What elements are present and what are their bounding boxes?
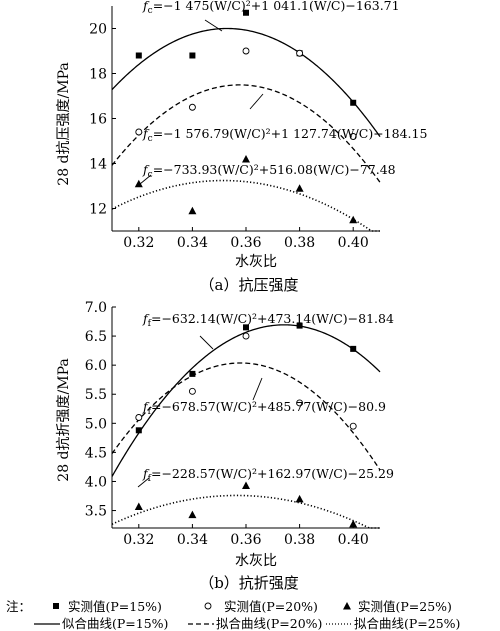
- panel-a-point-triangle: [188, 206, 197, 215]
- panel-b-point-square: [189, 370, 196, 377]
- panel-b-ytick-label: 4.0: [85, 474, 107, 490]
- panel-a-xtick-label: 0.34: [177, 235, 208, 251]
- panel-a-compressive: 28 d抗压强度/MPa 水灰比 （a）抗压强度 12 14 16 18 20 0.32 0…: [56, 0, 427, 294]
- panel-a-ytick-label: 16: [89, 112, 107, 128]
- panel-a-xtick-label: 0.32: [123, 235, 154, 251]
- panel-b-ytick-label: 6.0: [85, 358, 107, 374]
- panel-b-point-circle: [349, 422, 357, 430]
- panel-a-xlabel: 水灰比: [235, 254, 277, 270]
- panel-a-xtick-label: 0.38: [284, 235, 315, 251]
- panel-b-point-square: [135, 427, 142, 434]
- panel-a-point-square: [243, 9, 249, 16]
- panel-a-equation-1: fc=−1 475(W/C)²+1 041.1(W/C)−163.71: [142, 0, 400, 16]
- panel-a-point-circle: [188, 103, 196, 111]
- panel-a-equation-2: fc=−1 576.79(W/C)²+1 127.74(W/C)−184.15: [142, 126, 427, 144]
- legend-marker-25: 实测值(P=25%): [358, 599, 452, 614]
- panel-a-point-circle: [349, 133, 357, 140]
- panel-a-caption: （a）抗压强度: [200, 276, 299, 294]
- panel-a-ylabel: 28 d抗压强度/MPa: [56, 62, 72, 185]
- legend-square-marker: [53, 603, 59, 609]
- panel-b-point-circle: [135, 414, 143, 421]
- panel-b-ytick-label: 5.5: [85, 387, 107, 403]
- panel-b-equation-leader-3: [137, 477, 150, 488]
- panel-b-equation-2: ff=−678.57(W/C)²+485.77(W/C)−80.9: [142, 399, 386, 417]
- legend-triangle-marker: [343, 602, 351, 610]
- panel-a-equation-leader-2: [249, 93, 264, 110]
- panel-a-point-square: [189, 52, 196, 59]
- panel-b-point-square: [296, 322, 303, 329]
- panel-b-point-square: [350, 345, 357, 352]
- panel-a-point-square: [135, 52, 142, 59]
- panel-a-point-triangle: [349, 215, 358, 224]
- panel-b-flexural: 28 d抗折强度/MPa 水灰比 （b）抗折强度 3.5 4.0 4.5 5.0 5.5…: [56, 300, 394, 592]
- panel-b-xlabel: 水灰比: [235, 553, 277, 569]
- panel-a-point-circle: [135, 128, 143, 136]
- panel-a-point-square: [350, 99, 357, 106]
- panel-b-xtick-label: 0.32: [123, 532, 154, 548]
- panel-b-equation-3: ff=−228.57(W/C)²+162.97(W/C)−25.29: [142, 466, 394, 484]
- panel-a-ytick-label: 12: [89, 202, 107, 218]
- panel-a-equation-3: fc=−733.93(W/C)²+516.08(W/C)−77.48: [142, 162, 396, 180]
- panel-a-ytick-label: 20: [89, 22, 107, 38]
- panel-a-equation-leader-3: [139, 174, 152, 185]
- panel-b-xtick-label: 0.40: [338, 532, 369, 548]
- legend-marker-15: 实测值(P=15%): [68, 599, 162, 614]
- panel-a-ytick-label: 18: [89, 67, 107, 83]
- panel-a-fit-curve-solid: [111, 27, 381, 138]
- panel-b-ytick-label: 5.0: [85, 416, 107, 432]
- panel-b-point-triangle: [188, 510, 197, 519]
- panel-b-ytick-label: 4.5: [85, 445, 107, 461]
- panel-b-fit-curve-dotted: [111, 494, 380, 529]
- panel-b-ytick-label: 6.5: [85, 329, 107, 345]
- panel-a-point-circle: [296, 49, 304, 57]
- legend-marker-20: 实测值(P=20%): [224, 599, 318, 614]
- panel-b-fit-curve-solid: [111, 324, 381, 477]
- panel-b-equation-leader-1: [199, 335, 214, 350]
- panel-b-point-circle: [188, 387, 196, 395]
- legend-line-25: 拟合曲线(P=25%): [354, 616, 460, 631]
- panel-a-point-circle: [242, 47, 250, 55]
- panel-b-xtick-label: 0.38: [284, 532, 315, 548]
- panel-b-point-triangle: [349, 519, 358, 528]
- panel-b-xtick-label: 0.36: [230, 532, 261, 548]
- panel-b-point-triangle: [134, 502, 143, 510]
- legend-line-15: 似合曲线(P=15%): [62, 616, 168, 631]
- panel-b-ytick-label: 3.5: [85, 504, 107, 520]
- panel-a-point-triangle: [134, 179, 143, 188]
- panel-a-fit-curve-dotted: [111, 179, 380, 232]
- panel-b-ytick-label: 7.0: [85, 300, 107, 316]
- panel-b-equation-leader-2: [252, 377, 263, 401]
- panel-b-point-triangle: [295, 494, 304, 503]
- panel-b-equation-1: ff=−632.14(W/C)²+473.14(W/C)−81.84: [142, 311, 394, 329]
- panel-a-equation-leader-1: [204, 19, 223, 32]
- panel-b-xtick-label: 0.34: [177, 532, 208, 548]
- legend-line-20: 拟合曲线(P=20%): [216, 616, 322, 631]
- panel-a-ytick-label: 14: [89, 157, 107, 173]
- panel-b-point-circle: [242, 332, 250, 340]
- panel-b-point-triangle: [242, 481, 250, 490]
- panel-a-xtick-label: 0.40: [338, 235, 369, 251]
- panel-b-point-circle: [296, 399, 304, 407]
- panel-a-point-triangle: [295, 184, 304, 192]
- panel-b-fit-curve-dashed: [111, 362, 381, 471]
- panel-b-ylabel: 28 d抗折强度/MPa: [56, 358, 72, 481]
- panel-a-point-triangle: [242, 155, 250, 163]
- panel-b-point-square: [243, 324, 249, 331]
- legend: 注： 实测值(P=15%) 实测值(P=20%) 实测值(P=25%) 似合曲线…: [6, 599, 460, 631]
- panel-a-xtick-label: 0.36: [230, 235, 261, 251]
- legend-prefix: 注：: [6, 599, 31, 614]
- panel-b-caption: （b）抗折强度: [199, 574, 299, 592]
- legend-circle-marker: [204, 602, 212, 610]
- panel-a-fit-curve-dashed: [111, 84, 381, 183]
